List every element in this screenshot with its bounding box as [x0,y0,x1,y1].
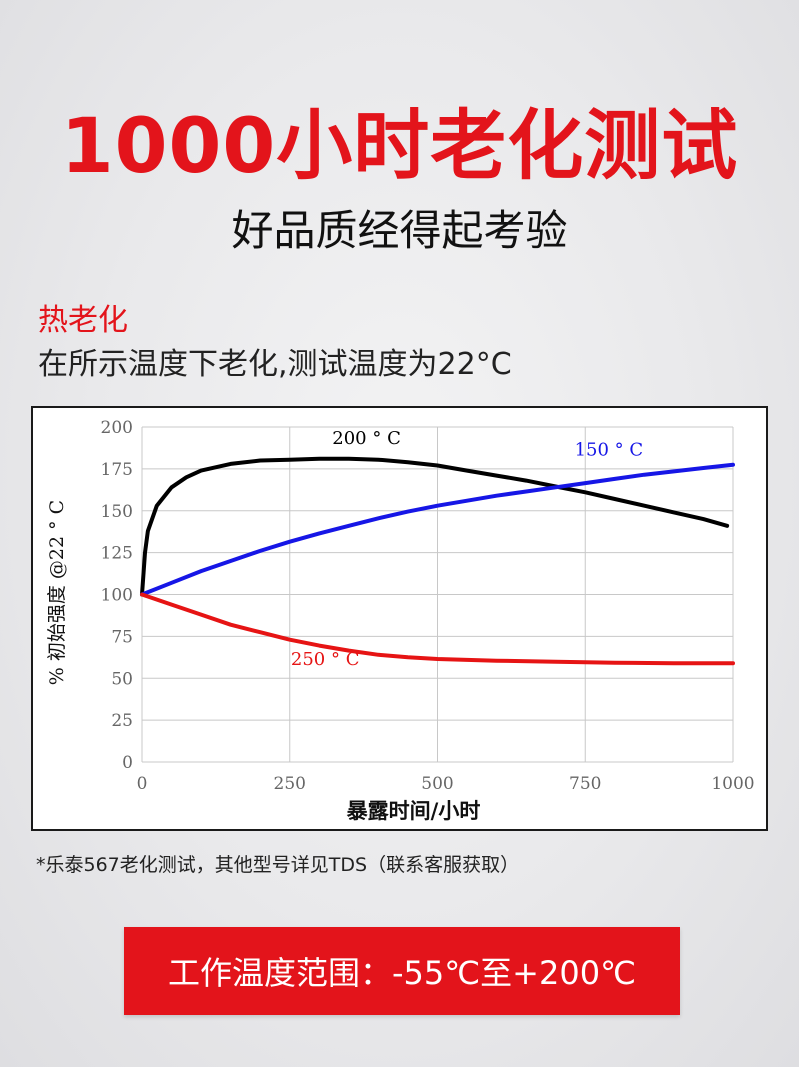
aging-chart: 0 25 50 75 100 125 150 175 200 0 250 500 750 1000 200 … [46,418,755,823]
series-annotation: 150 ° C [575,439,644,460]
y-tick-label: 0 [122,753,133,773]
page-title: 1000小时老化测试 [60,101,739,190]
x-tick-label: 0 [137,774,148,794]
series-annotation: 200 ° C [332,428,401,449]
y-tick-label: 125 [101,544,133,564]
series-line [140,592,735,666]
x-tick-label: 250 [274,774,306,794]
x-tick-label: 1000 [711,774,754,794]
y-tick-label: 150 [101,502,133,522]
y-tick-label: 25 [111,711,133,731]
x-tick-label: 500 [421,774,453,794]
y-tick-label: 100 [101,586,133,606]
y-tick-label: 175 [101,460,133,480]
series-annotation: 250 ° C [291,649,360,670]
y-tick-label: 75 [111,627,133,647]
x-axis-label: 暴露时间/小时 [347,798,481,823]
x-tick-label: 750 [569,774,601,794]
footnote: *乐泰567老化测试，其他型号详见TDS（联系客服获取） [36,854,520,876]
section-label: 热老化 [38,303,128,338]
y-tick-label: 50 [111,669,133,689]
chart-container: 0 25 50 75 100 125 150 175 200 0 250 500 750 1000 200 … [31,406,768,831]
y-axis-label: % 初始强度 @22 ° C [46,500,68,685]
y-tick-label: 200 [101,418,133,438]
series-line [140,462,735,597]
page-subtitle: 好品质经得起考验 [231,206,568,255]
section-description: 在所示温度下老化,测试温度为22°C [38,347,512,382]
temperature-range-banner: 工作温度范围：-55℃至+200℃ [124,927,680,1015]
series-line [140,456,730,597]
